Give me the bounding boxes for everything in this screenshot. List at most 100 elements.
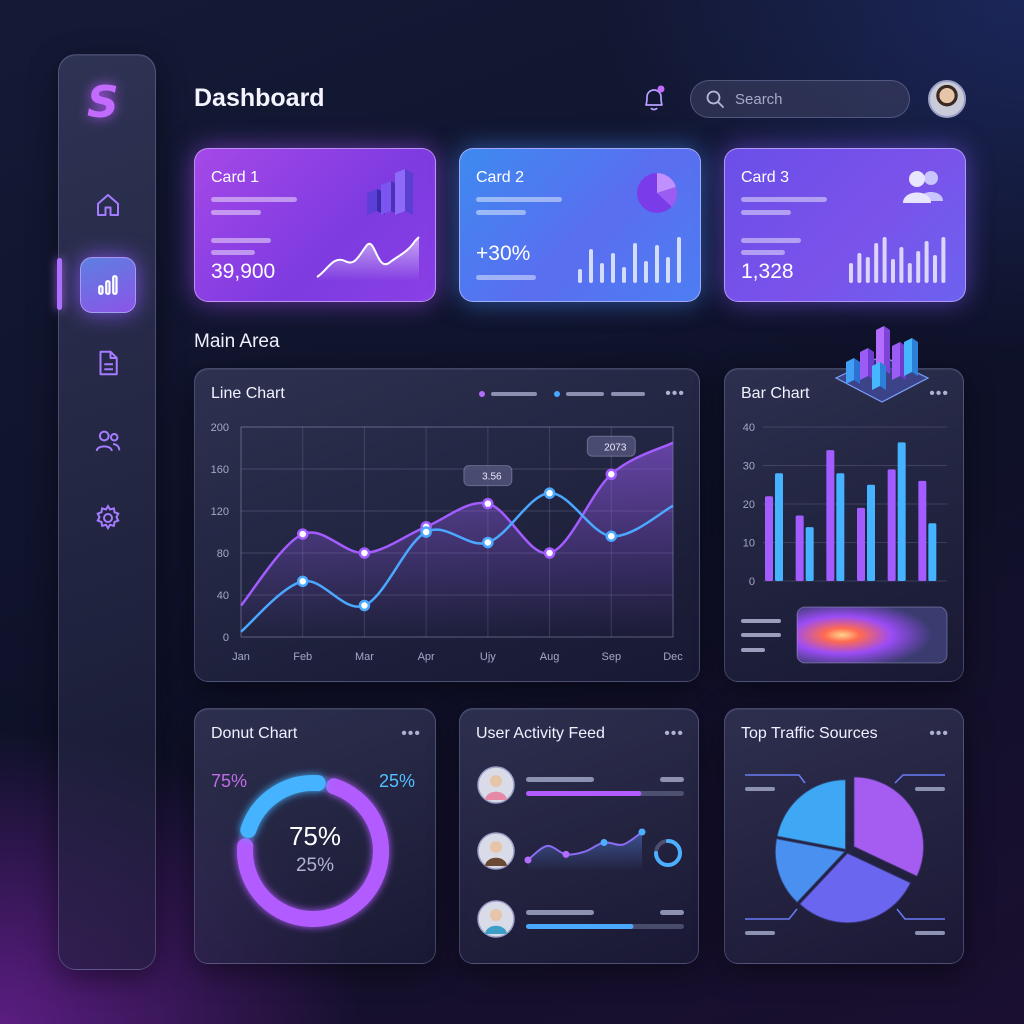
- mini-bar: [891, 259, 895, 283]
- bar: [805, 527, 814, 581]
- tooltip-label: 2073: [604, 442, 627, 453]
- card-value: +30%: [476, 242, 531, 265]
- activity-feed-panel: User Activity Feed •••: [459, 708, 699, 964]
- stat-card-1[interactable]: Card 1 39,900: [194, 148, 436, 302]
- mini-bar: [865, 257, 870, 283]
- donut-slice: [240, 775, 326, 838]
- sparkline-point: [638, 828, 646, 836]
- pie-slice: [798, 852, 912, 924]
- card-value: 1,328: [741, 260, 794, 283]
- pie-icon: [637, 173, 678, 213]
- pie-slice: [776, 778, 847, 851]
- card-title: Card 1: [211, 169, 260, 186]
- mini-ring: [654, 839, 682, 867]
- bar-chart-panel: 0 10 20 30 40 Bar Chart •••: [724, 368, 964, 682]
- mini-bar: [849, 263, 853, 283]
- more-menu-button[interactable]: •••: [665, 385, 685, 402]
- traffic-pie-chart: [745, 774, 945, 935]
- page-title: Dashboard: [194, 84, 325, 112]
- gear-icon[interactable]: [86, 496, 130, 540]
- data-point: [358, 599, 371, 612]
- mini-bar: [600, 263, 604, 283]
- notification-bell-icon[interactable]: [640, 84, 668, 114]
- x-tick-label: Apr: [418, 651, 435, 663]
- data-point: [296, 575, 309, 588]
- mini-bar: [916, 251, 921, 283]
- panel-title: Top Traffic Sources: [741, 725, 878, 742]
- legend-line: [566, 392, 604, 396]
- y-tick-label: 200: [211, 422, 229, 434]
- leader-line: [894, 774, 945, 784]
- mini-bar: [622, 267, 626, 283]
- panel-title: Donut Chart: [211, 725, 298, 742]
- series-area: [241, 442, 673, 637]
- y-tick-label: 80: [217, 548, 229, 560]
- search-placeholder: Search: [735, 90, 783, 108]
- legend-line: [741, 633, 781, 637]
- 3d-bar-icon: [367, 169, 413, 215]
- bar: [775, 473, 783, 581]
- bar: [857, 507, 865, 581]
- home-icon[interactable]: [86, 183, 130, 227]
- x-tick-label: Aug: [540, 651, 560, 663]
- y-tick-label: 40: [743, 422, 755, 434]
- legend-line: [741, 648, 765, 652]
- more-menu-button[interactable]: •••: [929, 385, 949, 402]
- legend-line: [491, 392, 537, 396]
- mini-bar: [644, 261, 648, 283]
- data-point: [296, 528, 309, 540]
- donut-chart-panel: Donut Chart ••• 75% 25% 75% 25%: [194, 708, 436, 964]
- bar: [867, 484, 875, 581]
- pie-slice: [774, 837, 847, 904]
- donut-center-primary: 75%: [288, 821, 342, 851]
- x-tick-label: Jan: [232, 651, 250, 663]
- stat-card-3[interactable]: Card 3 1,328: [724, 148, 966, 302]
- mini-bar: [924, 241, 929, 283]
- x-tick-label: Dec: [663, 651, 683, 663]
- legend-line: [745, 787, 775, 791]
- line-chart-panel: 0 40 80 120 160 200 Jan Feb Mar Apr Ujy Aug Sep Dec 3.…: [194, 368, 700, 682]
- app-logo[interactable]: S: [87, 77, 119, 128]
- feed-text-line: [660, 910, 684, 915]
- bar-chart-icon[interactable]: [80, 257, 136, 313]
- leader-line: [896, 908, 945, 920]
- donut-legend-right: 25%: [379, 771, 416, 791]
- bar: [765, 496, 773, 581]
- mini-bar: [941, 237, 946, 283]
- document-icon[interactable]: [86, 341, 130, 385]
- more-menu-button[interactable]: •••: [929, 725, 949, 742]
- progress-fill: [526, 791, 642, 796]
- x-tick-label: Mar: [355, 651, 374, 663]
- more-menu-button[interactable]: •••: [401, 725, 421, 742]
- more-menu-button[interactable]: •••: [664, 725, 684, 742]
- mini-bars: [578, 237, 681, 283]
- avatar-body: [485, 791, 507, 800]
- donut-chart: [237, 775, 389, 927]
- legend-dot: [479, 391, 485, 397]
- y-tick-label: 0: [223, 632, 229, 644]
- avatar-body: [485, 925, 507, 934]
- panel-title: Line Chart: [211, 385, 285, 402]
- user-avatar[interactable]: [928, 80, 966, 118]
- legend-dot: [554, 391, 560, 397]
- avatar-body: [485, 857, 507, 866]
- bar: [836, 473, 845, 581]
- mini-bar: [899, 247, 904, 283]
- stat-card-2[interactable]: Card 2 +30%: [459, 148, 701, 302]
- mini-bar: [857, 253, 862, 283]
- data-point: [605, 530, 618, 542]
- heatmap-strip: [796, 606, 948, 664]
- search-input[interactable]: Search: [690, 80, 910, 118]
- users-icon[interactable]: [86, 419, 130, 463]
- traffic-sources-panel: Top Traffic Sources •••: [724, 708, 964, 964]
- feed-text-line: [660, 777, 684, 782]
- mini-bar: [611, 253, 615, 283]
- legend-line: [611, 392, 645, 396]
- progress-fill: [526, 924, 634, 929]
- mini-bar: [666, 257, 670, 283]
- mini-bar: [677, 237, 681, 283]
- bar: [826, 450, 835, 581]
- avatar-face: [490, 841, 502, 853]
- pie-slice: [853, 775, 925, 878]
- bar: [887, 469, 896, 581]
